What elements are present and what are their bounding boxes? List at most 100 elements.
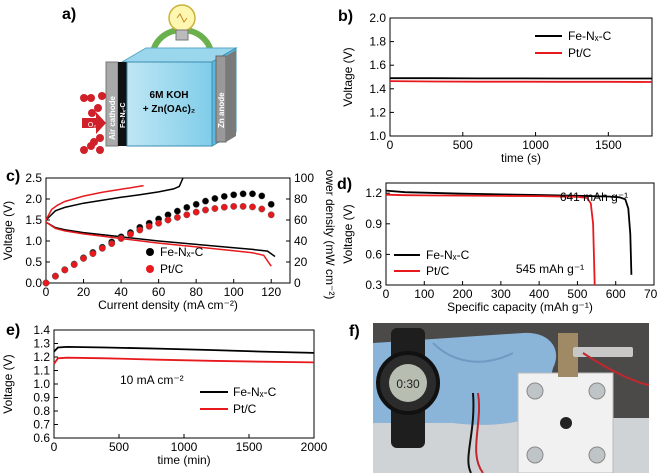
power-point	[202, 206, 209, 214]
power-point	[202, 197, 209, 205]
y-tick-label: 1.5	[25, 213, 42, 227]
x-tick-label: 1000	[522, 138, 549, 152]
plot-frame	[385, 182, 655, 286]
power-point	[42, 279, 50, 287]
zinc-anode-label: Zn anode	[217, 92, 226, 128]
annotation-capacity-ptc: 545 mAh g⁻¹	[516, 262, 584, 276]
x-tick-label: 120	[261, 285, 281, 299]
x-tick-label: 100	[414, 287, 434, 301]
x-tick-label: 300	[491, 287, 511, 301]
y-tick-label: 1.8	[369, 35, 386, 49]
legend-label: Fe-Nₓ-C	[568, 29, 612, 43]
x-tick-label: 1500	[595, 138, 622, 152]
electrolyte-line1: 6M KOH	[150, 90, 189, 101]
plot-frame	[53, 329, 315, 439]
y-tick-label: 1.6	[369, 58, 386, 72]
legend-label: Fe-Nₓ-C	[160, 245, 204, 259]
y-axis-label: Voltage (V)	[1, 201, 15, 260]
chart-c: 0 20 40 60 80 100 120 0.0 0.5 1.0 1.5 2.0 2.5 Current…	[1, 170, 337, 312]
battery-schematic: Air cathode Fe-Nₓ-C 6M KOH + Zn(OAc)₂ Zn…	[80, 4, 238, 154]
x-tick-label: 600	[606, 287, 626, 301]
y-axis-label: Voltage (V)	[341, 204, 355, 263]
x-tick-label: 0	[51, 440, 58, 454]
series-line-discharge	[45, 221, 272, 267]
y-tick-label: 2.0	[369, 11, 386, 25]
power-point	[220, 203, 228, 211]
x-tick-label: 500	[567, 287, 587, 301]
y-tick-label: 0.6	[365, 247, 382, 261]
power-point	[89, 250, 97, 258]
series-line-fenc	[53, 345, 315, 354]
electrolyte	[126, 61, 213, 147]
series-line-charge	[45, 184, 144, 221]
x-tick-label: 0	[387, 138, 394, 152]
y2-tick-label: 0	[294, 276, 301, 290]
legend-label: Pt/C	[426, 264, 450, 278]
panel-label-f: f)	[349, 323, 360, 340]
plot-frame	[389, 17, 653, 137]
y-tick-label: 1.2	[365, 186, 382, 200]
legend-marker	[146, 265, 154, 273]
power-point	[239, 190, 247, 198]
annotation-capacity-fenc: 641 mAh g⁻¹	[560, 190, 628, 204]
series-line-ptc	[385, 193, 596, 286]
y2-tick-label: 60	[294, 213, 308, 227]
y-tick-label: 0.0	[25, 276, 42, 290]
y-tick-label: 1.3	[33, 337, 50, 351]
power-point	[164, 216, 172, 224]
y-tick-label: 1.0	[369, 129, 386, 143]
watch-display: 0:30	[396, 377, 420, 391]
x-tick-label: 80	[189, 285, 203, 299]
power-point	[230, 203, 238, 210]
power-point	[220, 192, 228, 200]
x-tick-label: 20	[77, 285, 91, 299]
y2-tick-label: 20	[294, 255, 308, 269]
y-tick-label: 1.1	[33, 364, 50, 378]
power-point	[127, 230, 134, 238]
power-point	[211, 195, 219, 202]
battery-device	[517, 333, 649, 473]
legend-label: Fe-Nₓ-C	[233, 385, 277, 399]
x-tick-label: 500	[109, 440, 129, 454]
y-axis-label: Voltage (V)	[1, 354, 15, 413]
power-point	[173, 214, 181, 221]
legend-label: Pt/C	[233, 402, 257, 416]
power-point	[136, 226, 144, 234]
power-point	[183, 211, 191, 219]
power-point	[173, 207, 181, 215]
watch-icon: 0:30	[376, 328, 440, 448]
power-point	[192, 200, 200, 208]
y-tick-label: 0.6	[33, 431, 50, 445]
y2-tick-label: 80	[294, 192, 308, 206]
y-tick-label: 1.0	[25, 234, 42, 248]
power-point	[258, 205, 266, 213]
x-tick-label: 40	[114, 285, 128, 299]
legend-marker	[146, 248, 154, 256]
x-axis-label: time (s)	[501, 151, 541, 165]
panel-label-c: c)	[6, 168, 21, 185]
y-tick-label: 2.5	[25, 171, 42, 185]
power-point	[267, 211, 275, 219]
power-point	[258, 192, 266, 200]
y-tick-label: 0.8	[33, 404, 50, 418]
electrolyte-line2: + Zn(OAc)₂	[143, 104, 196, 115]
series-line-fenc	[385, 189, 633, 275]
light-bulb-icon	[168, 4, 196, 41]
oxygen-molecules	[80, 92, 106, 154]
x-tick-label: 1000	[171, 440, 198, 454]
y-tick-label: 1.2	[33, 350, 50, 364]
x-tick-label: 500	[453, 138, 473, 152]
x-tick-label: 400	[529, 287, 549, 301]
air-cathode-label: Air cathode	[108, 95, 117, 140]
chart-e: 0 500 1000 1500 2000 0.60.70.80.91.01.11.21.3…	[1, 324, 328, 467]
y-tick-label: 1.4	[369, 82, 386, 96]
y-tick-label: 0.9	[365, 217, 382, 231]
chart-b: 0 500 1000 1500 1.0 1.2 1.4 1.6 1.8 2.0 time (s) Vo…	[341, 11, 653, 165]
y-tick-label: 0.5	[25, 255, 42, 269]
panel-label-a: a)	[62, 6, 77, 23]
x-tick-label: 2000	[301, 440, 328, 454]
y-tick-label: 1.2	[369, 105, 386, 119]
power-point	[239, 203, 247, 210]
y-tick-label: 0.9	[33, 391, 50, 405]
wires	[475, 392, 484, 473]
